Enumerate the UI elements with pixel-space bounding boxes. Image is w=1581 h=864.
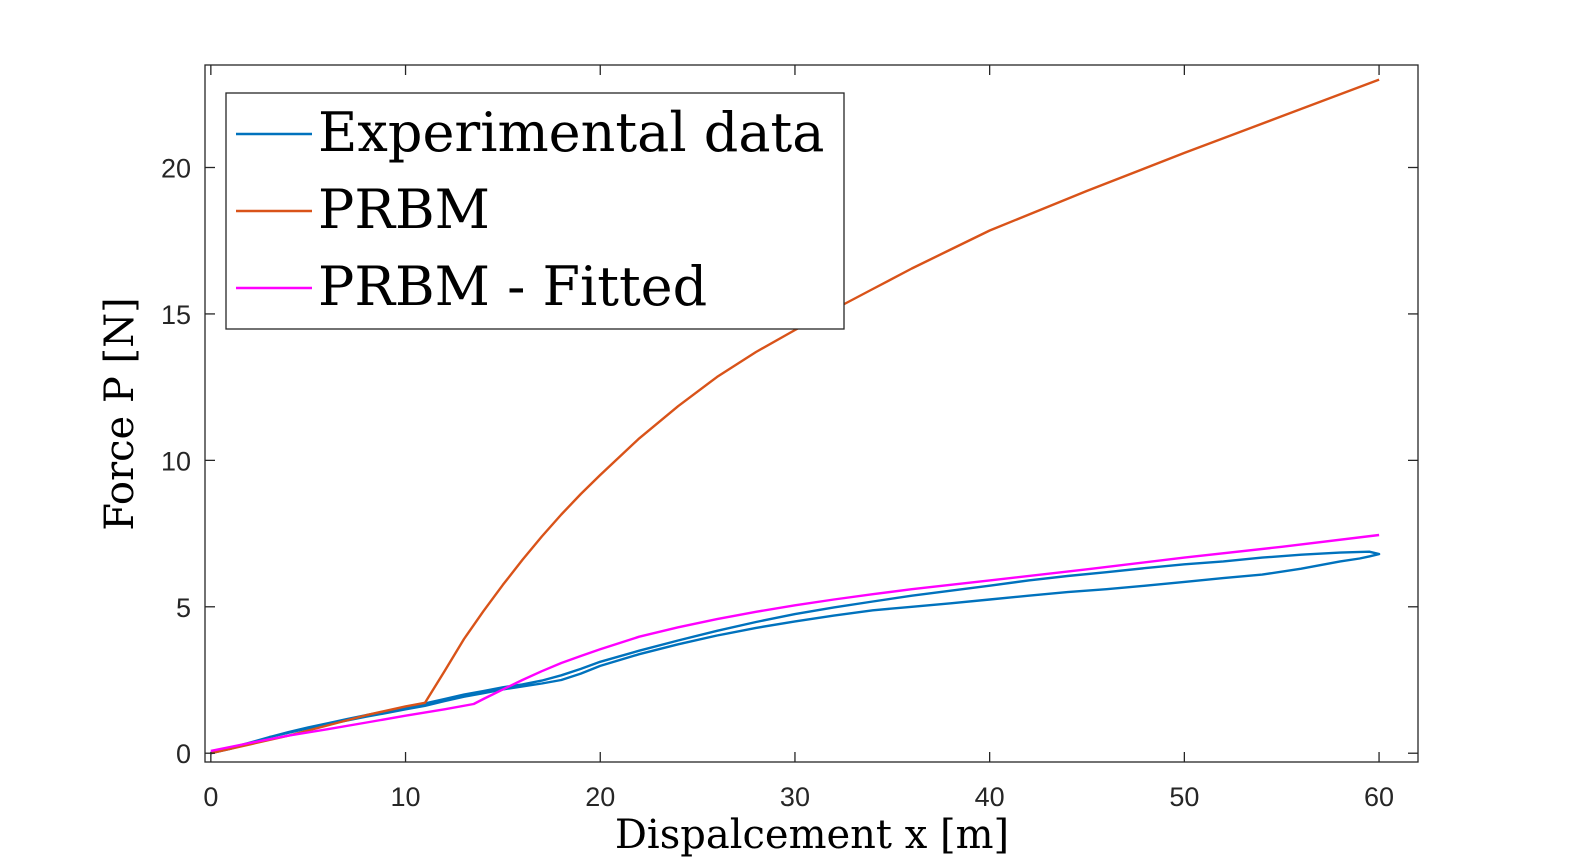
legend-label-prbm: PRBM	[318, 178, 490, 241]
series-line-prbm-fitted	[210, 533, 1380, 753]
x-tick-label: 10	[391, 782, 421, 812]
legend: Experimental data PRBM PRBM - Fitted	[225, 92, 845, 330]
y-tick-label: 15	[161, 300, 191, 330]
y-axis-title: Force P [N]	[97, 297, 143, 530]
series-layer	[210, 78, 1381, 755]
x-axis-title: Dispalcement x [m]	[615, 812, 1009, 858]
series-line-prbm	[210, 78, 1380, 755]
series-line-experimental-data	[210, 550, 1381, 755]
tick-layer	[205, 65, 1418, 762]
legend-box	[225, 92, 845, 330]
tick-label-layer: 0 10 20 30 40 50 60 0 5 10 15 20	[161, 154, 1394, 813]
y-tick-label: 10	[161, 446, 191, 476]
x-tick-label: 50	[1169, 782, 1199, 812]
legend-label-experimental-data: Experimental data	[318, 101, 824, 164]
x-tick-label: 60	[1364, 782, 1394, 812]
x-tick-label: 30	[780, 782, 810, 812]
y-tick-label: 5	[176, 593, 191, 623]
y-tick-label: 0	[176, 739, 191, 769]
y-tick-label: 20	[161, 154, 191, 184]
x-tick-label: 40	[975, 782, 1005, 812]
legend-label-prbm-fitted: PRBM - Fitted	[318, 255, 707, 318]
x-tick-label: 20	[585, 782, 615, 812]
x-tick-label: 0	[203, 782, 218, 812]
